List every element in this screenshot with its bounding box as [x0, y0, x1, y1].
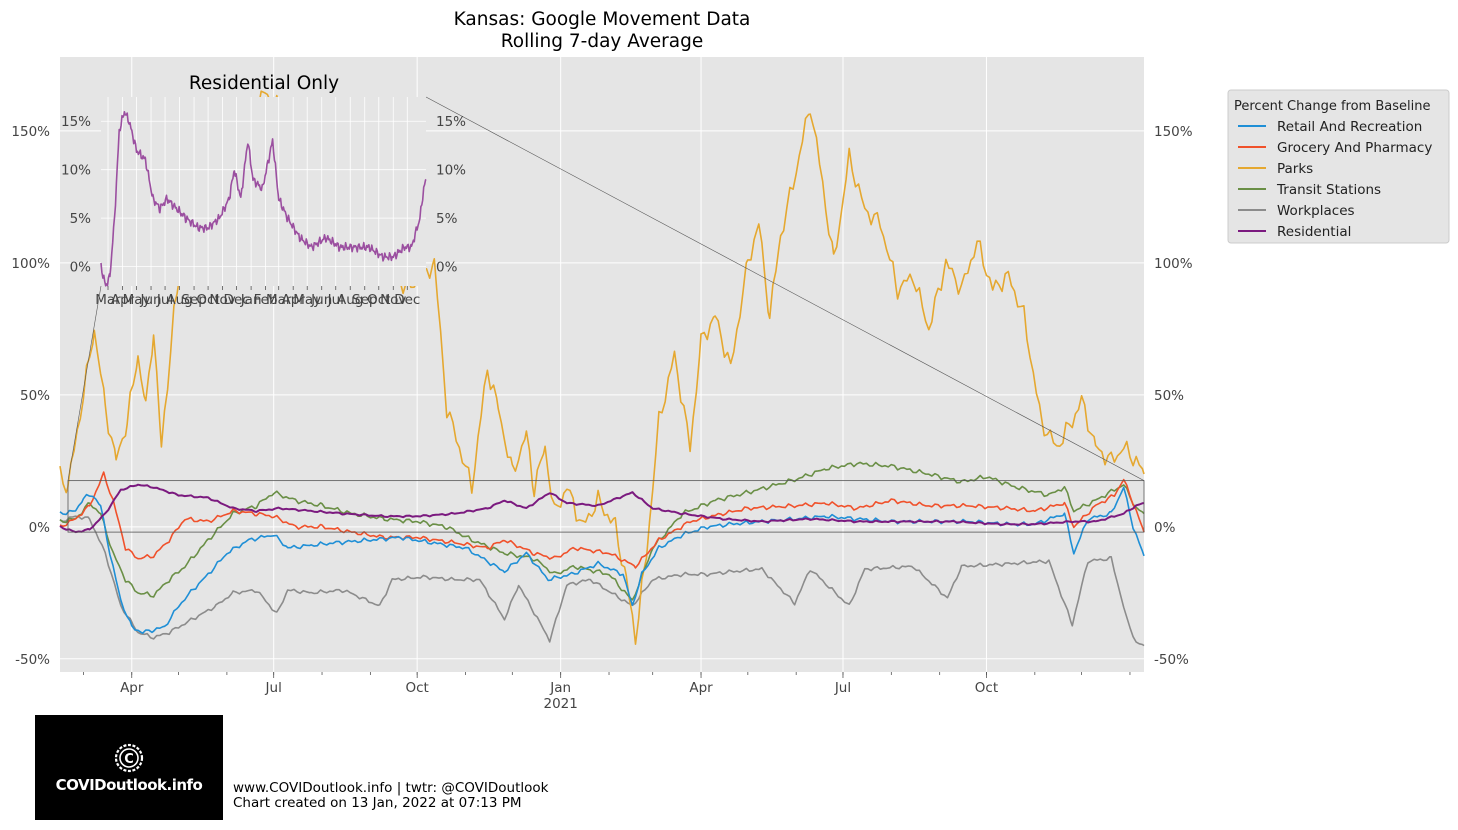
legend-label-residential: Residential	[1277, 224, 1351, 240]
y-tick-label-right: 50%	[1154, 388, 1184, 404]
footer-line-1: www.COVIDoutlook.info | twtr: @COVIDoutl…	[233, 780, 549, 796]
inset-x-tick-label: Dec	[394, 292, 420, 308]
y-tick-label-right: -50%	[1154, 652, 1189, 668]
inset-y-tick-label-right: 10%	[436, 163, 466, 179]
chart-title: Kansas: Google Movement Data	[454, 9, 751, 30]
inset-x-tick-label: Mar	[95, 292, 121, 308]
inset-zoom-box	[67, 480, 1145, 533]
chart-subtitle: Rolling 7-day Average	[501, 31, 703, 52]
x-year-label: 2021	[543, 696, 577, 712]
x-tick-label: Apr	[120, 680, 144, 696]
x-tick-label: Apr	[689, 680, 713, 696]
inset-x-tick-label: Nov	[209, 292, 235, 308]
y-axis-right: -50% 0% 50% 100% 150%	[1154, 124, 1193, 668]
x-axis: Apr Jul Oct Jan Apr Jul Oct	[82, 672, 1131, 696]
inset-y-tick-label-left: 5%	[70, 211, 92, 227]
inset-x-tick-label: May	[293, 292, 321, 308]
legend-title: Percent Change from Baseline	[1234, 99, 1430, 114]
logo: C COVIDoutlook.info	[35, 715, 223, 820]
legend-label-workplaces: Workplaces	[1277, 203, 1355, 219]
inset-x-axis: MarAprMayJunJulAugSepOctNovDecJanFebMarA…	[95, 286, 420, 308]
inset-plot: 0%5%10%15% 0%5%10%15% MarAprMayJunJulAug…	[61, 73, 466, 308]
inset-x-tick-label: Feb	[254, 292, 278, 308]
connector-line	[425, 96, 1145, 481]
inset-x-tick-label: Nov	[380, 292, 406, 308]
y-tick-label-left: 100%	[11, 256, 50, 272]
y-tick-label-left: 0%	[29, 520, 51, 536]
x-tick-label: Jul	[834, 680, 851, 696]
inset-series-line	[100, 111, 427, 287]
inset-y-axis-left: 0% 5% 10% 15%	[61, 114, 91, 275]
inset-connector-lines	[67, 96, 1145, 481]
legend-label-grocery: Grocery And Pharmacy	[1277, 140, 1432, 156]
covid-outlook-logo-icon: C	[114, 743, 144, 773]
inset-x-tick-label: Jan	[240, 292, 262, 308]
inset-title: Residential Only	[189, 73, 339, 94]
inset-y-tick-label-right: 15%	[436, 114, 466, 130]
legend: Percent Change from Baseline Retail And R…	[1227, 89, 1450, 244]
svg-text:C: C	[124, 752, 134, 767]
inset-x-tick-label: Apr	[111, 292, 135, 308]
x-tick-label: Jul	[265, 680, 282, 696]
inset-y-tick-label-right: 0%	[436, 260, 458, 276]
footer-line-2: Chart created on 13 Jan, 2022 at 07:13 P…	[233, 795, 522, 811]
inset-x-tick-label: Aug	[166, 292, 192, 308]
inset-y-tick-label-left: 15%	[61, 114, 91, 130]
inset-x-tick-label: May	[123, 292, 151, 308]
inset-x-tick-label: Jul	[327, 292, 344, 308]
legend-label-parks: Parks	[1277, 161, 1313, 177]
inset-x-tick-label: Apr	[282, 292, 306, 308]
y-axis-left: -50% 0% 50% 100% 150%	[11, 124, 50, 668]
inset-plot-background	[101, 97, 426, 286]
inset-x-tick-label: Aug	[337, 292, 363, 308]
series-line-grocery	[59, 471, 1145, 569]
inset-x-tick-label: Jul	[156, 292, 173, 308]
legend-box	[1227, 89, 1450, 244]
legend-label-retail: Retail And Recreation	[1277, 119, 1422, 135]
inset-x-tick-label: Oct	[196, 292, 219, 308]
inset-y-tick-label-left: 10%	[61, 163, 91, 179]
inset-x-tick-label: Mar	[266, 292, 292, 308]
connector-line	[67, 285, 102, 481]
y-tick-label-right: 100%	[1154, 256, 1193, 272]
inset-x-tick-label: Oct	[367, 292, 390, 308]
x-tick-label: Oct	[406, 680, 429, 696]
inset-x-tick-label: Sep	[181, 292, 206, 308]
series-line-residential	[59, 483, 1145, 534]
inset-x-tick-label: Dec	[224, 292, 250, 308]
logo-text: COVIDoutlook.info	[55, 776, 203, 794]
y-tick-label-left: 150%	[11, 124, 50, 140]
inset-y-tick-label-left: 0%	[70, 260, 92, 276]
inset-x-tick-label: Jun	[310, 292, 332, 308]
y-tick-label-left: -50%	[15, 652, 50, 668]
x-tick-label: Jan	[549, 680, 571, 696]
y-tick-label-left: 50%	[20, 388, 50, 404]
inset-x-tick-label: Jun	[139, 292, 161, 308]
legend-label-transit: Transit Stations	[1276, 182, 1381, 198]
inset-series-line-residential	[100, 111, 427, 287]
series-line-workplaces	[59, 515, 1145, 647]
footer: www.COVIDoutlook.info | twtr: @COVIDoutl…	[233, 781, 548, 811]
inset-x-tick-label: Sep	[352, 292, 377, 308]
y-tick-label-right: 150%	[1154, 124, 1193, 140]
y-tick-label-right: 0%	[1154, 520, 1176, 536]
x-tick-label: Oct	[975, 680, 998, 696]
inset-y-axis-right: 0% 5% 10% 15%	[436, 114, 466, 275]
inset-y-tick-label-right: 5%	[436, 211, 458, 227]
